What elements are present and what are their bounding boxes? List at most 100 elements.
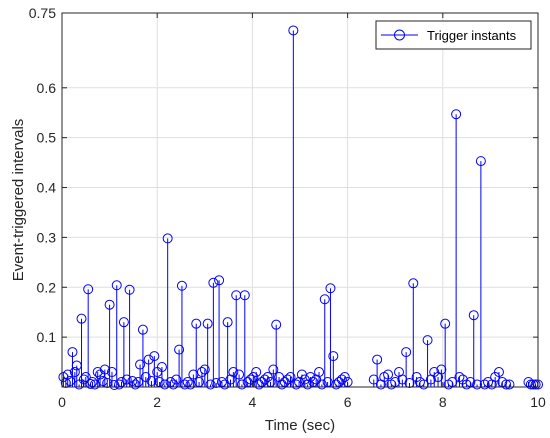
stem-marker: [239, 290, 250, 301]
x-tick-label: 8: [439, 394, 447, 410]
y-tick-label: 0.3: [37, 229, 57, 245]
legend-box: [375, 20, 532, 50]
stem-marker: [76, 313, 87, 324]
stem-marker: [314, 367, 325, 378]
x-tick-label: 10: [530, 394, 546, 410]
stem-marker: [422, 335, 433, 346]
y-tick-label: 0.1: [37, 329, 57, 345]
y-axis-label: Event-triggered intervals: [10, 119, 27, 282]
stem-marker: [454, 372, 465, 383]
stem-marker: [104, 299, 115, 310]
stem-marker: [124, 284, 135, 295]
x-tick-label: 6: [344, 394, 352, 410]
stem-marker: [404, 378, 415, 389]
stem-marker: [205, 379, 216, 390]
stem-marker: [475, 156, 486, 167]
stem-marker: [162, 233, 173, 244]
stem-marker: [331, 379, 342, 390]
stem-marker: [219, 379, 230, 390]
stem-marker: [401, 347, 412, 358]
stem-marker: [285, 372, 296, 383]
stem-marker: [137, 324, 148, 335]
stem-marker: [271, 319, 282, 330]
stem-marker: [202, 318, 213, 329]
stem-marker: [236, 379, 247, 390]
stem-marker: [146, 376, 157, 387]
stem-marker: [411, 372, 422, 383]
x-tick-label: 2: [153, 394, 161, 410]
stem-marker: [472, 379, 483, 390]
stem-marker: [176, 280, 187, 291]
stem-marker: [440, 318, 451, 329]
stem-marker: [288, 25, 299, 36]
stem-marker: [457, 374, 468, 385]
stem-marker: [149, 351, 160, 362]
stem-marker: [171, 374, 182, 385]
stem-marker: [251, 367, 262, 378]
stem-marker: [83, 284, 94, 295]
stem-marker: [490, 372, 501, 383]
stem-marker: [316, 379, 327, 390]
plot-area: [62, 13, 538, 387]
stem-marker: [248, 372, 259, 383]
stem-marker: [156, 362, 167, 373]
stem-marker: [168, 379, 179, 390]
stem-marker: [199, 364, 210, 375]
stem-marker: [436, 364, 447, 375]
stem-marker: [228, 367, 239, 378]
stem-marker: [67, 347, 78, 358]
stem-marker: [196, 367, 207, 378]
stem-marker: [479, 379, 490, 390]
stem-marker: [259, 374, 270, 385]
x-tick-label: 0: [58, 394, 66, 410]
stem-marker: [336, 374, 347, 385]
legend-entry-label: Trigger instants: [427, 28, 517, 43]
stem-marker: [92, 367, 103, 378]
stem-marker: [468, 310, 479, 321]
stem-marker: [111, 280, 122, 291]
stem-marker: [191, 318, 202, 329]
stem-marker: [262, 372, 273, 383]
stem-marker: [319, 294, 330, 305]
stem-marker: [493, 367, 504, 378]
plot-frame: [61, 12, 539, 388]
stem-marker: [89, 379, 100, 390]
y-tick-label: 0.4: [37, 180, 57, 196]
y-tick-label: 0.2: [37, 279, 57, 295]
stem-marker: [429, 367, 440, 378]
stem-marker: [143, 354, 154, 365]
stem-marker: [372, 354, 383, 365]
stem-marker: [127, 376, 138, 387]
stem-marker: [504, 379, 515, 390]
stem-marker: [245, 374, 256, 385]
stem-marker: [305, 372, 316, 383]
y-tick-label: 0.75: [29, 5, 56, 21]
y-tick-label: 0.5: [37, 130, 57, 146]
stem-marker: [85, 379, 96, 390]
stem-marker: [282, 374, 293, 385]
legend-marker-sample: [394, 29, 405, 41]
stem-marker: [291, 379, 302, 390]
stem-marker: [118, 317, 129, 328]
grid-lines: [62, 13, 538, 387]
axis-ticks: 0 2 4 6 8 10 0.1 0.2 0.3 0.4 0.5 0.6 0.75: [29, 5, 546, 410]
stem-marker: [179, 379, 190, 390]
stem-marker: [325, 283, 336, 294]
stem-marker: [368, 374, 379, 385]
stem-marker: [418, 379, 429, 390]
legend: Trigger instants: [375, 20, 532, 50]
stem-marker: [174, 344, 185, 355]
stem-marker: [222, 317, 233, 328]
stem-marker: [383, 369, 394, 380]
stem-marker: [311, 374, 322, 385]
stem-marker: [121, 374, 132, 385]
stem-marker: [135, 359, 146, 370]
stem-marker: [80, 372, 91, 383]
stem-marker: [225, 374, 236, 385]
stem-marker: [501, 379, 512, 390]
stem-marker: [451, 109, 462, 120]
stem-marker: [328, 351, 339, 362]
stem-marker: [214, 275, 225, 286]
x-axis-label: Time (sec): [265, 417, 335, 434]
